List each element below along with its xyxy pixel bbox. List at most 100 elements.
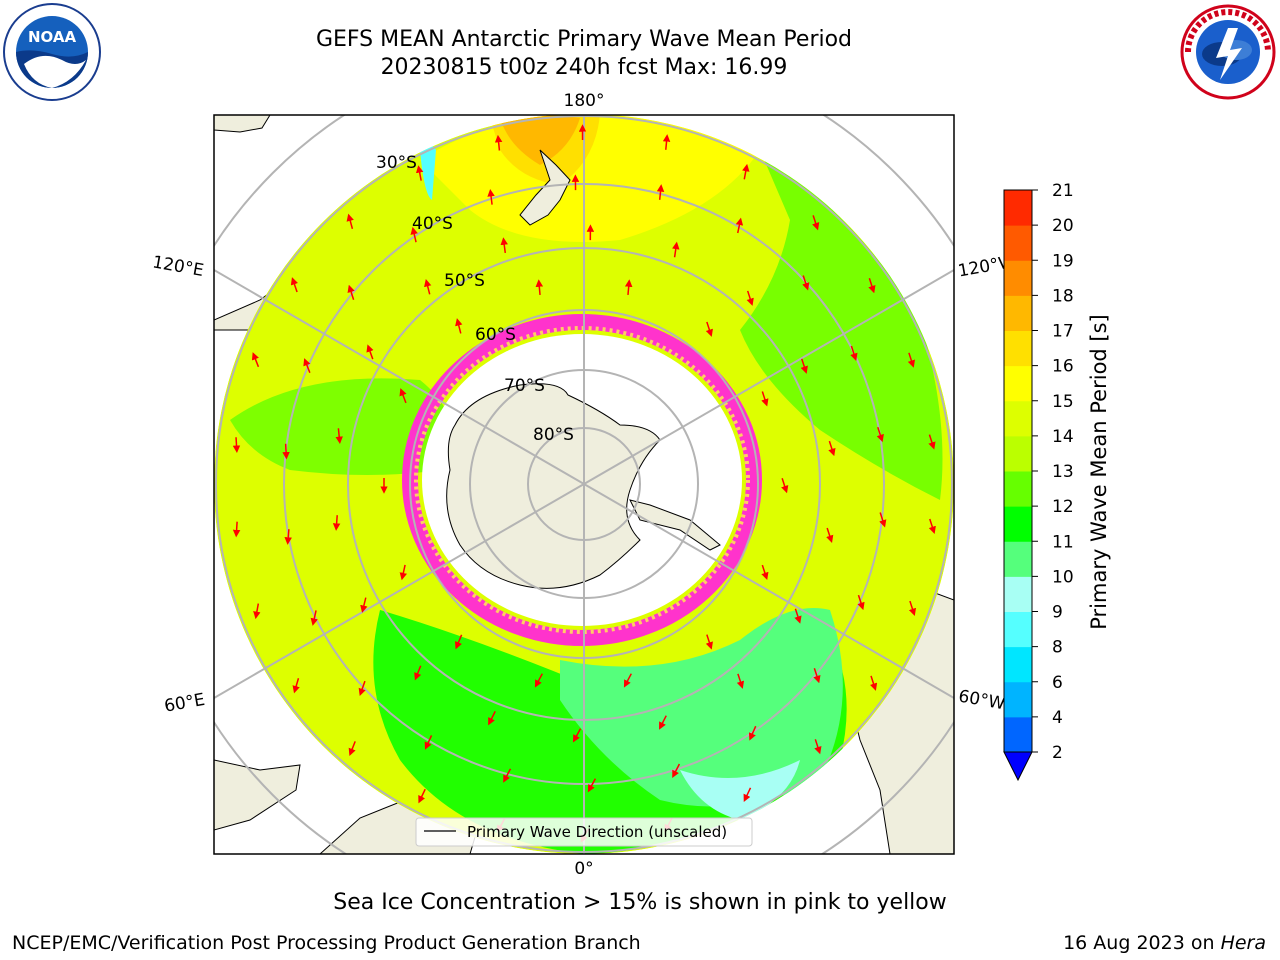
wave-direction-arrow [705,634,713,650]
colorbar-segment [1004,400,1032,437]
colorbar-tick-label: 19 [1052,251,1074,271]
colorbar-segment [1004,471,1032,507]
colorbar-segment [1004,716,1032,753]
wave-direction-arrow [494,134,503,151]
wave-direction-arrow [572,728,582,743]
wave-direction-arrow [857,594,865,611]
wave-direction-arrow [282,443,290,460]
wave-direction-arrow [232,521,241,538]
colorbar-segment [1004,365,1032,402]
wave-direction-arrow [746,290,754,306]
colorbar-tick-label: 17 [1052,322,1074,342]
colorbar-tick-label: 9 [1052,603,1063,623]
colorbar-tick-label: 14 [1052,427,1074,447]
wave-direction-arrow [346,213,354,229]
lat-label-40s: 40°S [412,214,453,234]
colorbar-segment [1004,330,1032,367]
machine-name: Hera [1220,932,1266,954]
wave-direction-arrow [879,512,887,528]
date-stamp: 16 Aug 2023 on Hera [1063,932,1266,954]
noaa-logo-text: NOAA [28,28,77,46]
wave-direction-arrow [418,788,426,804]
sea-ice-note: Sea Ice Concentration > 15% is shown in … [333,890,947,915]
wave-direction-arrow [332,515,341,531]
wave-direction-arrow [869,675,878,691]
wave-direction-arrow [410,226,418,243]
colorbar-tick-label: 18 [1052,286,1074,306]
wave-direction-arrow [868,278,876,294]
wave-direction-arrow [928,434,936,450]
wave-direction-arrow [415,165,424,181]
wave-direction-arrow [310,610,318,626]
wave-direction-arrow [623,673,632,688]
lat-label-60s: 60°S [475,325,516,345]
wave-direction-arrow [850,345,858,361]
wave-direction-arrow [360,597,368,613]
wave-direction-arrow [535,279,544,296]
colorbar-segment [1004,225,1032,261]
colorbar-segment [1004,611,1032,648]
colorbar-tick-label: 4 [1052,708,1063,728]
wave-direction-arrow [232,437,241,453]
wave-direction-arrow [705,321,713,337]
wave-direction-arrow [662,134,671,150]
wave-direction-arrow [251,352,260,368]
wave-direction-arrow [928,518,936,535]
colorbar-segment [1004,506,1032,542]
wave-direction-arrow [876,426,884,443]
wave-direction-arrow [534,673,543,688]
colorbar-segment [1004,435,1032,472]
colorbar-segment [1004,260,1032,296]
wave-direction-arrow [735,217,744,234]
wave-direction-arrow [748,725,757,741]
wave-direction-arrow [292,678,300,694]
graticule [215,115,953,854]
lat-label-30s: 30°S [376,153,417,173]
wave-direction-arrow [826,527,834,543]
lat-label-50s: 50°S [444,271,485,291]
lon-label-60e: 60°E [163,690,207,717]
wave-direction-arrow [414,665,422,681]
wave-direction-arrow [794,608,802,624]
wave-direction-arrow [828,440,836,457]
wave-direction-arrow [358,680,366,697]
wave-direction-arrow [503,768,512,783]
colorbar-tick-label: 10 [1052,567,1074,587]
colorbar-tick-label: 21 [1052,181,1074,201]
colorbar-tick-label: 2 [1052,743,1063,763]
colorbar-tick-label: 6 [1052,673,1063,693]
colorbar-extend-triangle [1003,751,1033,782]
wave-direction-arrow [366,344,374,360]
colorbar-segment [1004,190,1032,226]
wave-direction-arrow [672,763,681,779]
credit-text: NCEP/EMC/Verification Post Processing Pr… [12,932,641,954]
wave-direction-arrow [399,564,407,581]
land-corner-tl [214,115,271,133]
map-legend: Primary Wave Direction (unscaled) [415,817,753,847]
wave-direction-arrow [802,275,810,291]
colorbar-segment [1004,576,1032,612]
chart-subtitle: 20230815 t00z 240h fcst Max: 16.99 [380,55,788,80]
wave-direction-arrow [800,358,808,374]
wave-direction-arrow [736,673,745,689]
wave-direction-arrow [814,739,822,755]
wave-direction-arrow [908,600,917,617]
lat-label-80s: 80°S [533,425,574,445]
colorbar-tick-label: 20 [1052,216,1074,236]
wave-direction-arrow [742,163,750,180]
wave-direction-arrow [348,741,356,757]
wave-direction-arrow [335,428,343,445]
colorbar-segment [1004,295,1032,331]
lon-label-60w: 60°W [957,686,1007,714]
wave-direction-arrow [812,215,820,231]
wave-direction-arrow [761,391,769,407]
wave-direction-arrow [624,279,633,296]
wave-direction-arrow [500,237,508,254]
colorbar-tick-label: 8 [1052,638,1063,658]
colorbar-tick-label: 12 [1052,497,1074,517]
wave-direction-arrow [781,478,789,494]
wave-direction-arrow [399,388,407,404]
land-madagascar [214,759,301,831]
wave-direction-arrow [813,668,821,684]
